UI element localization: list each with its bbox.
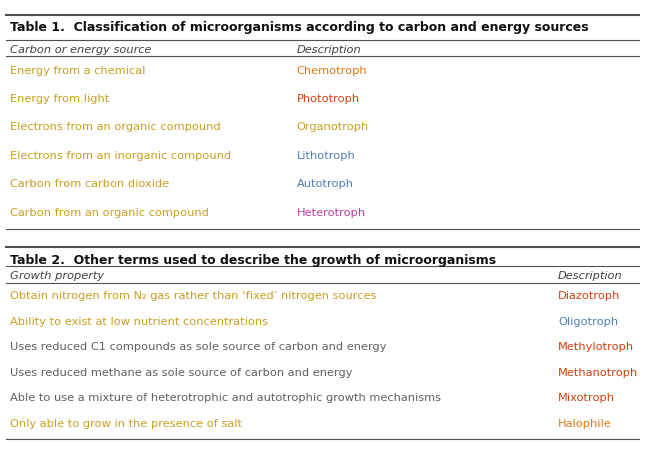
Text: Halophile: Halophile (558, 419, 611, 429)
Text: Electrons from an inorganic compound: Electrons from an inorganic compound (10, 151, 232, 161)
Text: Carbon from an organic compound: Carbon from an organic compound (10, 207, 209, 218)
Text: Oligotroph: Oligotroph (558, 316, 618, 327)
Text: Description: Description (558, 271, 622, 281)
Text: Autotroph: Autotroph (297, 179, 353, 189)
Text: Uses reduced methane as sole source of carbon and energy: Uses reduced methane as sole source of c… (10, 368, 353, 378)
Text: Table 1.  Classification of microorganisms according to carbon and energy source: Table 1. Classification of microorganism… (10, 22, 589, 34)
Text: Lithotroph: Lithotroph (297, 151, 355, 161)
Text: Obtain nitrogen from N₂ gas rather than ‘fixed’ nitrogen sources: Obtain nitrogen from N₂ gas rather than … (10, 291, 377, 301)
Text: Ability to exist at low nutrient concentrations: Ability to exist at low nutrient concent… (10, 316, 268, 327)
Text: Organotroph: Organotroph (297, 122, 369, 132)
Text: Able to use a mixture of heterotrophic and autotrophic growth mechanisms: Able to use a mixture of heterotrophic a… (10, 393, 441, 403)
Text: Uses reduced C1 compounds as sole source of carbon and energy: Uses reduced C1 compounds as sole source… (10, 342, 387, 352)
Text: Methylotroph: Methylotroph (558, 342, 634, 352)
Text: Phototroph: Phototroph (297, 94, 360, 104)
Text: Carbon from carbon dioxide: Carbon from carbon dioxide (10, 179, 170, 189)
Text: Energy from light: Energy from light (10, 94, 110, 104)
Text: Table 2.  Other terms used to describe the growth of microorganisms: Table 2. Other terms used to describe th… (10, 254, 497, 267)
Text: Diazotroph: Diazotroph (558, 291, 620, 301)
Text: Growth property: Growth property (10, 271, 104, 281)
Text: Electrons from an organic compound: Electrons from an organic compound (10, 122, 221, 132)
Text: Heterotroph: Heterotroph (297, 207, 366, 218)
Text: Methanotroph: Methanotroph (558, 368, 638, 378)
Text: Chemotroph: Chemotroph (297, 65, 367, 76)
Text: Only able to grow in the presence of salt: Only able to grow in the presence of sal… (10, 419, 243, 429)
Text: Energy from a chemical: Energy from a chemical (10, 65, 146, 76)
Text: Mixotroph: Mixotroph (558, 393, 615, 403)
Text: Description: Description (297, 45, 361, 55)
Text: Carbon or energy source: Carbon or energy source (10, 45, 152, 55)
